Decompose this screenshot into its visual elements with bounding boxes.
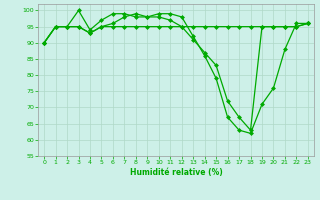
X-axis label: Humidité relative (%): Humidité relative (%) xyxy=(130,168,222,177)
